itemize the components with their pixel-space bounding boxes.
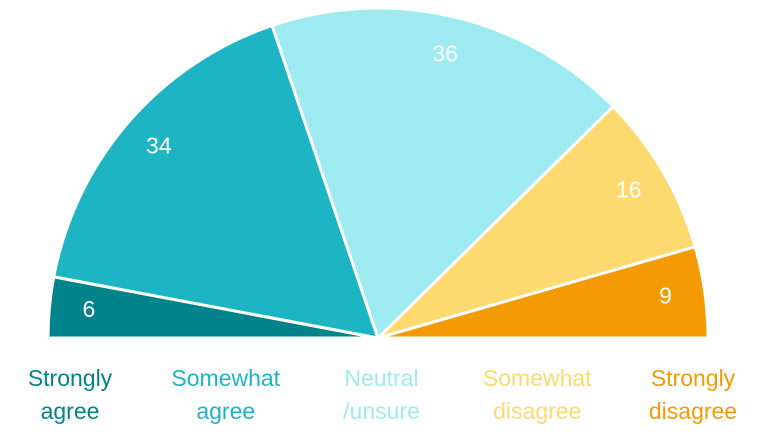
legend-label: Neutral/unsure <box>343 365 420 424</box>
pie-slice <box>270 6 616 341</box>
value-label: 16 <box>616 177 642 203</box>
value-label: 36 <box>432 41 458 67</box>
legend-label: Somewhat agree <box>171 365 280 424</box>
legend-label: Somewhat disagree <box>483 365 592 424</box>
legend-label: Strongly disagree <box>649 365 737 424</box>
legend-label: Strongly agree <box>28 365 113 424</box>
pie-slice <box>51 23 381 340</box>
value-label: 6 <box>82 296 95 322</box>
value-label: 9 <box>659 283 672 309</box>
pie-slice <box>376 104 698 340</box>
pie-slice <box>377 244 710 340</box>
value-label: 34 <box>146 133 172 159</box>
